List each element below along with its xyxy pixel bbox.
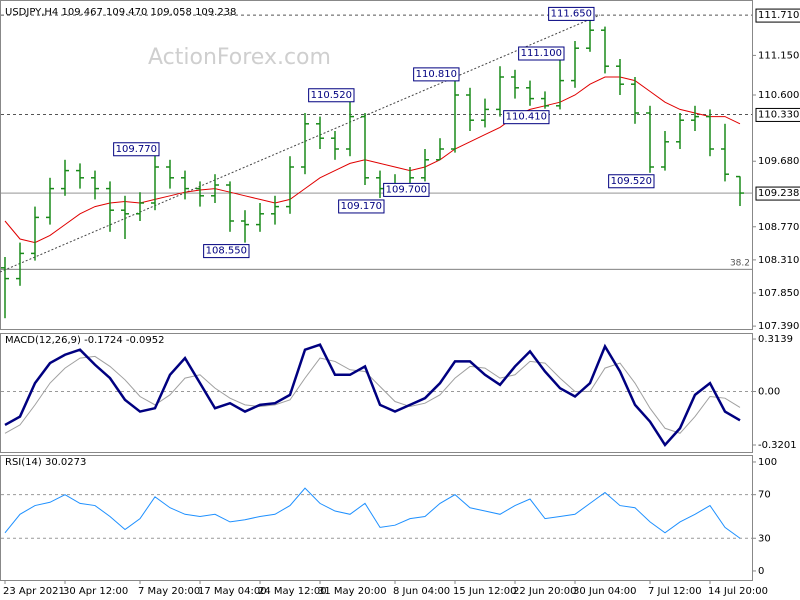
y-tick-label: 108.770: [758, 222, 799, 233]
label-box: [755, 107, 800, 122]
y-tick-label: 107.850: [758, 288, 799, 299]
fib-label: 38.2: [730, 259, 750, 269]
x-tick-label: 31 May 20:00: [318, 586, 387, 597]
label-box: [383, 182, 430, 197]
x-tick-label: 30 Apr 12:00: [63, 586, 128, 597]
label-box: [608, 174, 655, 189]
y-tick-label: 0.00: [758, 386, 780, 397]
x-tick-label: 7 Jul 12:00: [648, 586, 702, 597]
high-label: 111.100: [521, 48, 562, 59]
high-label: 110.810: [416, 69, 457, 80]
label-box: [308, 88, 355, 103]
y-tick-label: 109.680: [758, 156, 799, 167]
label-box: [755, 186, 800, 201]
low-label: 108.550: [206, 246, 247, 257]
x-tick-label: 8 Jun 04:00: [393, 586, 450, 597]
x-tick-label: 24 May 12:00: [258, 586, 327, 597]
y-tick-label: -0.3201: [758, 440, 797, 451]
y-tick-label: 110.600: [758, 90, 799, 101]
moving-average: [4, 76, 741, 244]
y-tick-label: 70: [758, 490, 771, 501]
label-box: [338, 199, 385, 214]
trend-line: [0, 14, 601, 273]
panel-title: RSI(14) 30.0273: [5, 457, 86, 468]
label-box: [755, 8, 800, 23]
label-box: [113, 142, 160, 157]
x-tick-label: 7 May 20:00: [138, 586, 200, 597]
price-line-label: 111.710: [758, 10, 799, 21]
label-box: [503, 110, 550, 125]
panel-title: MACD(12,26,9) -0.1724 -0.0952: [5, 335, 165, 346]
y-tick-label: 107.390: [758, 321, 799, 332]
y-tick-label: 100: [758, 457, 777, 468]
y-tick-label: 0.3139: [758, 334, 793, 345]
x-tick-label: 23 Apr 2021: [3, 586, 65, 597]
low-label: 109.700: [386, 184, 427, 195]
x-tick-label: 14 Jul 20:00: [708, 586, 768, 597]
high-label: 109.770: [116, 144, 157, 155]
label-box: [203, 244, 250, 259]
watermark: ActionForex.com: [148, 45, 331, 70]
price-panel: [0, 0, 753, 330]
panel-title: USDJPY,H4 109.467 109.470 109.058 109.23…: [5, 7, 236, 18]
rsi-panel: [0, 455, 753, 581]
indicator-line: [4, 487, 741, 539]
label-box: [518, 46, 565, 61]
high-label: 111.650: [551, 8, 592, 19]
y-tick-label: 111.150: [758, 50, 799, 61]
indicator-line: [4, 343, 741, 448]
label-box: [413, 67, 460, 82]
low-label: 110.410: [506, 112, 547, 123]
low-label: 109.170: [341, 201, 382, 212]
x-tick-label: 30 Jun 04:00: [573, 586, 637, 597]
low-label: 109.520: [611, 176, 652, 187]
x-tick-label: 17 May 04:00: [198, 586, 267, 597]
y-tick-label: 108.310: [758, 255, 799, 266]
indicator-line: [4, 355, 741, 434]
x-tick-label: 22 Jun 20:00: [513, 586, 577, 597]
price-line-label: 110.330: [758, 109, 799, 120]
label-box: [548, 6, 595, 21]
y-tick-label: 0: [758, 566, 764, 577]
y-tick-label: 30: [758, 533, 771, 544]
price-line-label: 109.238: [758, 188, 799, 199]
high-label: 110.520: [311, 90, 352, 101]
x-tick-label: 15 Jun 12:00: [453, 586, 517, 597]
